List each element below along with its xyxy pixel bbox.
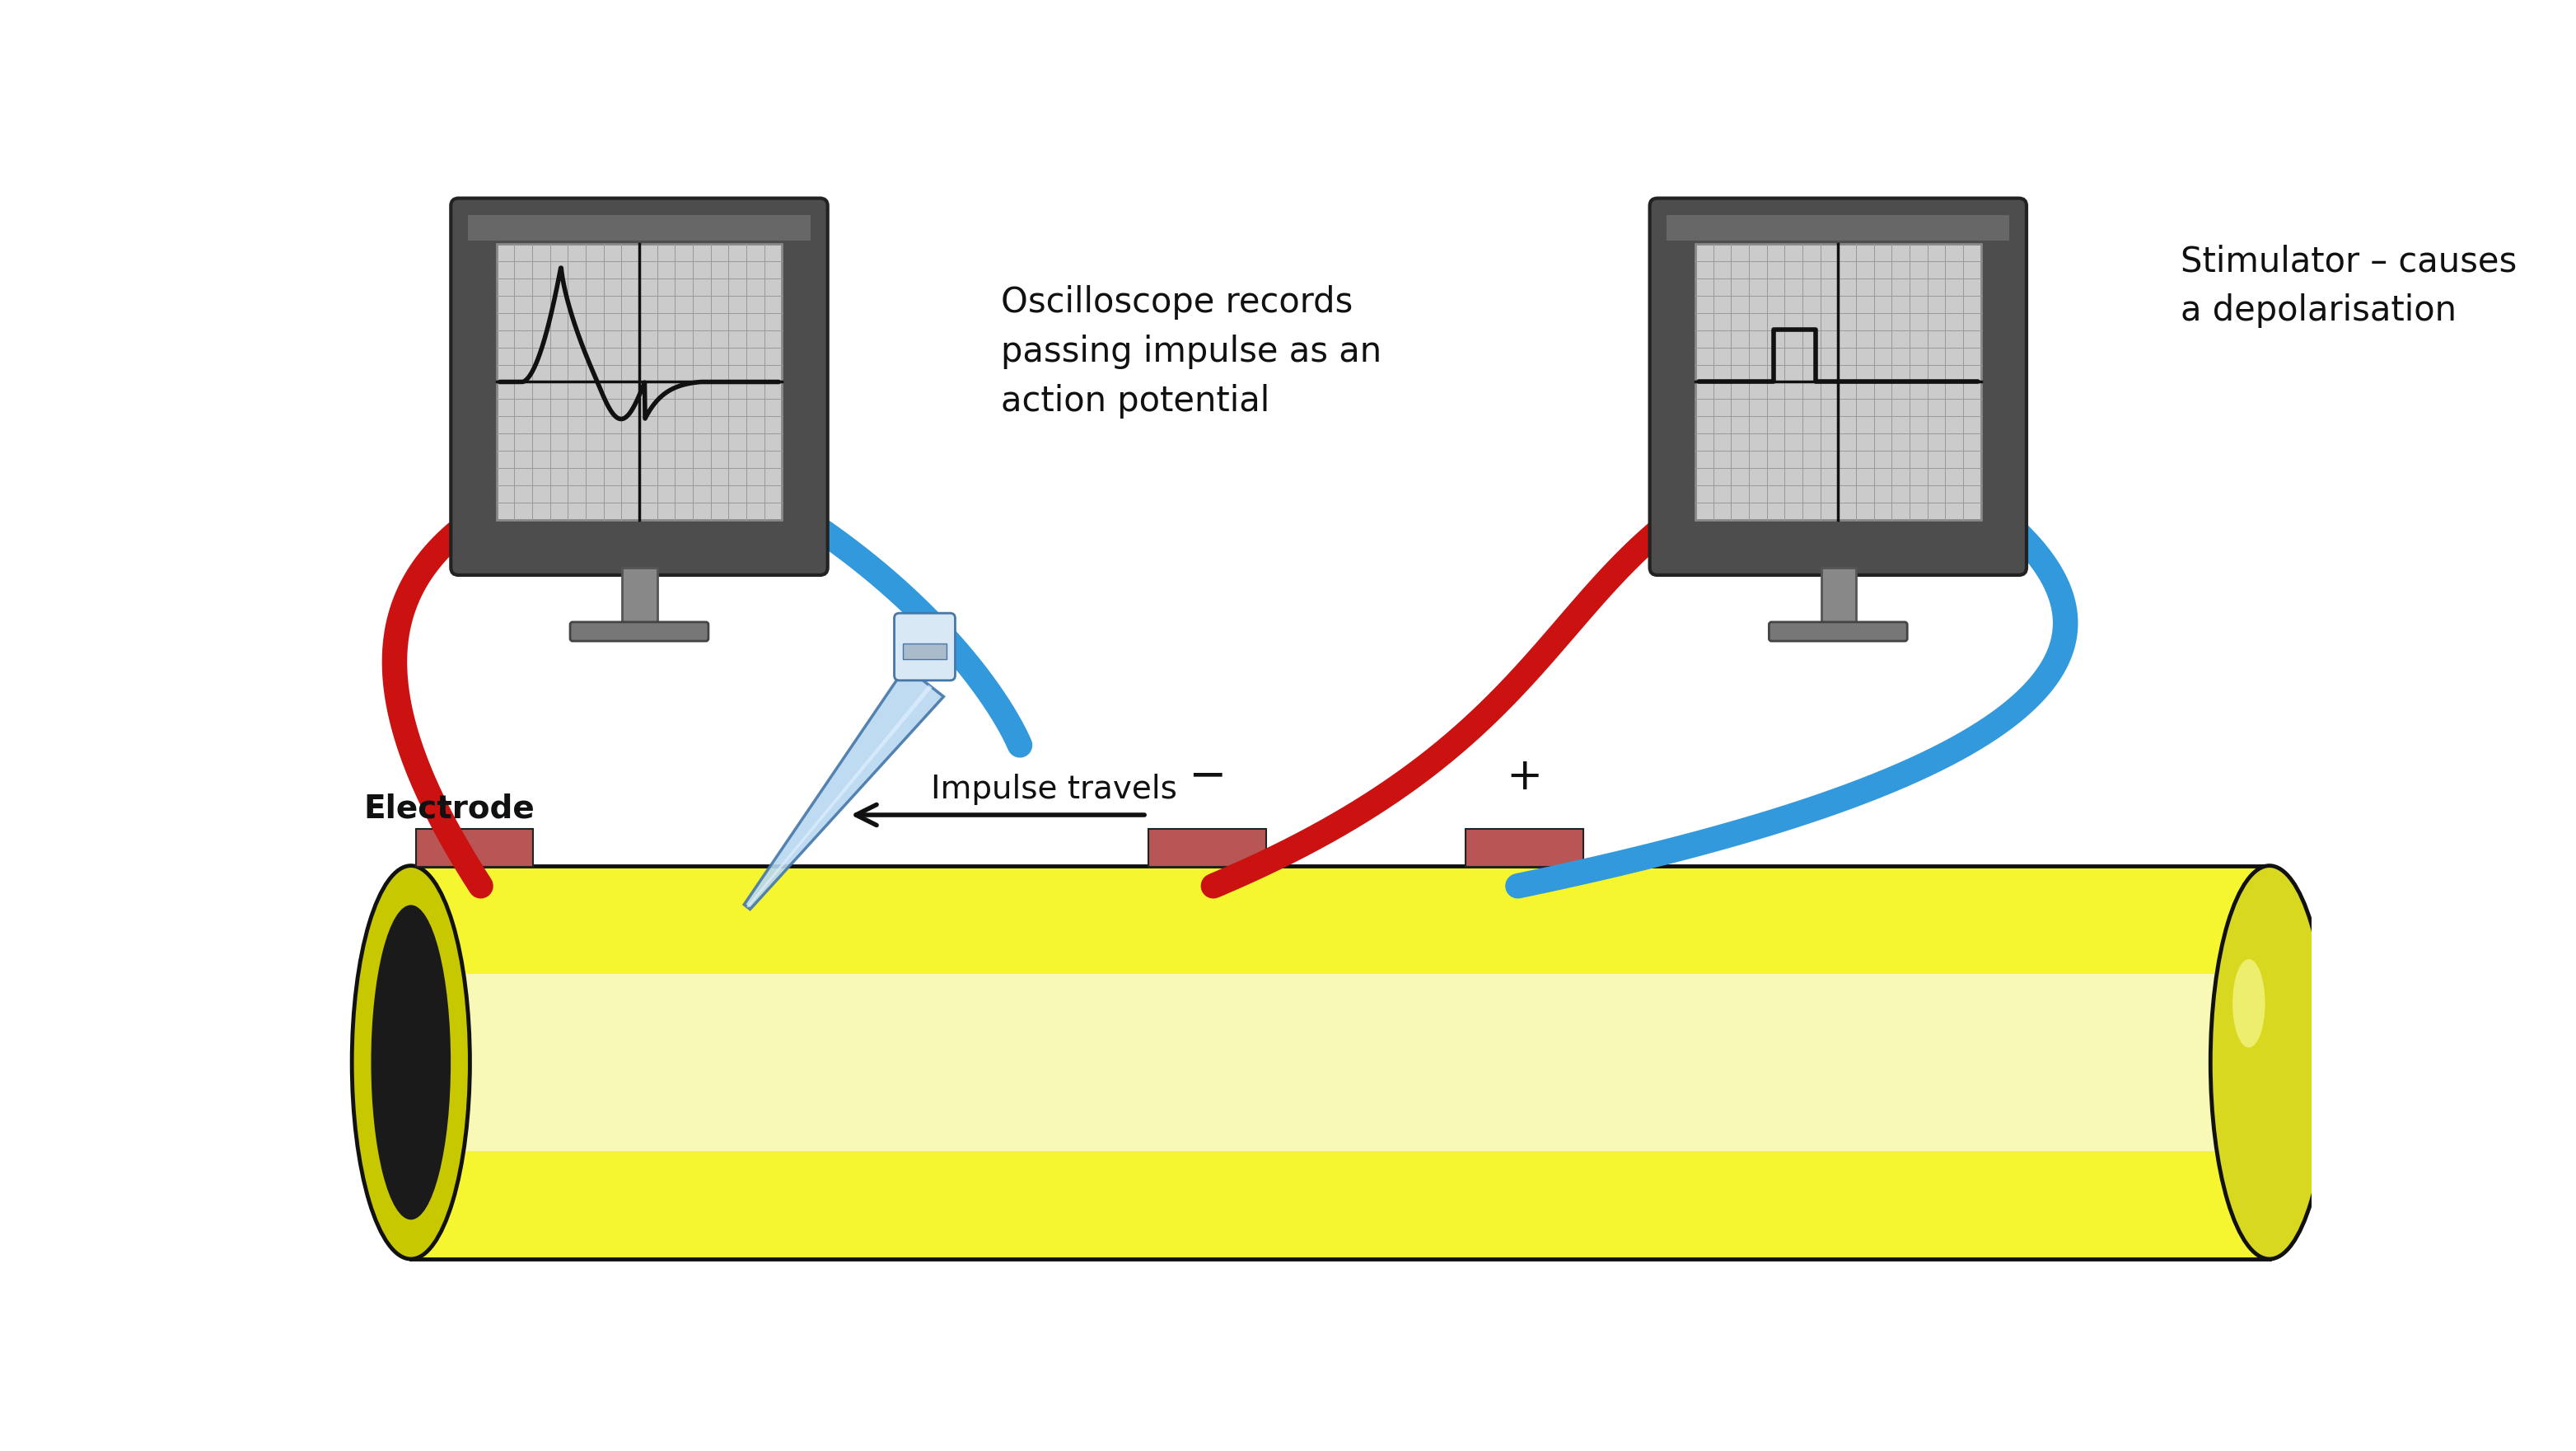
Ellipse shape [2233, 959, 2264, 1048]
Bar [623, 567, 657, 624]
Polygon shape [747, 685, 933, 908]
Ellipse shape [2210, 866, 2329, 1259]
Bar [469, 215, 811, 241]
Ellipse shape [353, 866, 469, 1259]
FancyBboxPatch shape [1649, 199, 2027, 575]
FancyBboxPatch shape [1770, 622, 1906, 641]
Text: +: + [1507, 756, 1543, 798]
Text: Oscilloscope records
passing impulse as an
action potential: Oscilloscope records passing impulse as … [1002, 286, 1381, 419]
Text: Impulse travels: Impulse travels [930, 773, 1177, 805]
Ellipse shape [371, 905, 451, 1220]
Bar [412, 974, 2269, 1151]
Bar [902, 644, 948, 659]
Bar [1695, 244, 1981, 519]
Bar [415, 829, 533, 866]
FancyBboxPatch shape [451, 199, 827, 575]
Text: Electrode: Electrode [363, 792, 533, 824]
Polygon shape [744, 667, 943, 910]
FancyBboxPatch shape [894, 614, 956, 681]
Bar [1821, 567, 1855, 624]
Bar [1667, 215, 2009, 241]
Text: Stimulator – causes
a depolarisation: Stimulator – causes a depolarisation [2182, 244, 2517, 328]
Bar [412, 866, 2269, 1259]
Bar [1149, 829, 1265, 866]
FancyBboxPatch shape [569, 622, 708, 641]
Text: −: − [1188, 755, 1226, 800]
Bar [497, 244, 783, 519]
Bar [1466, 829, 1584, 866]
